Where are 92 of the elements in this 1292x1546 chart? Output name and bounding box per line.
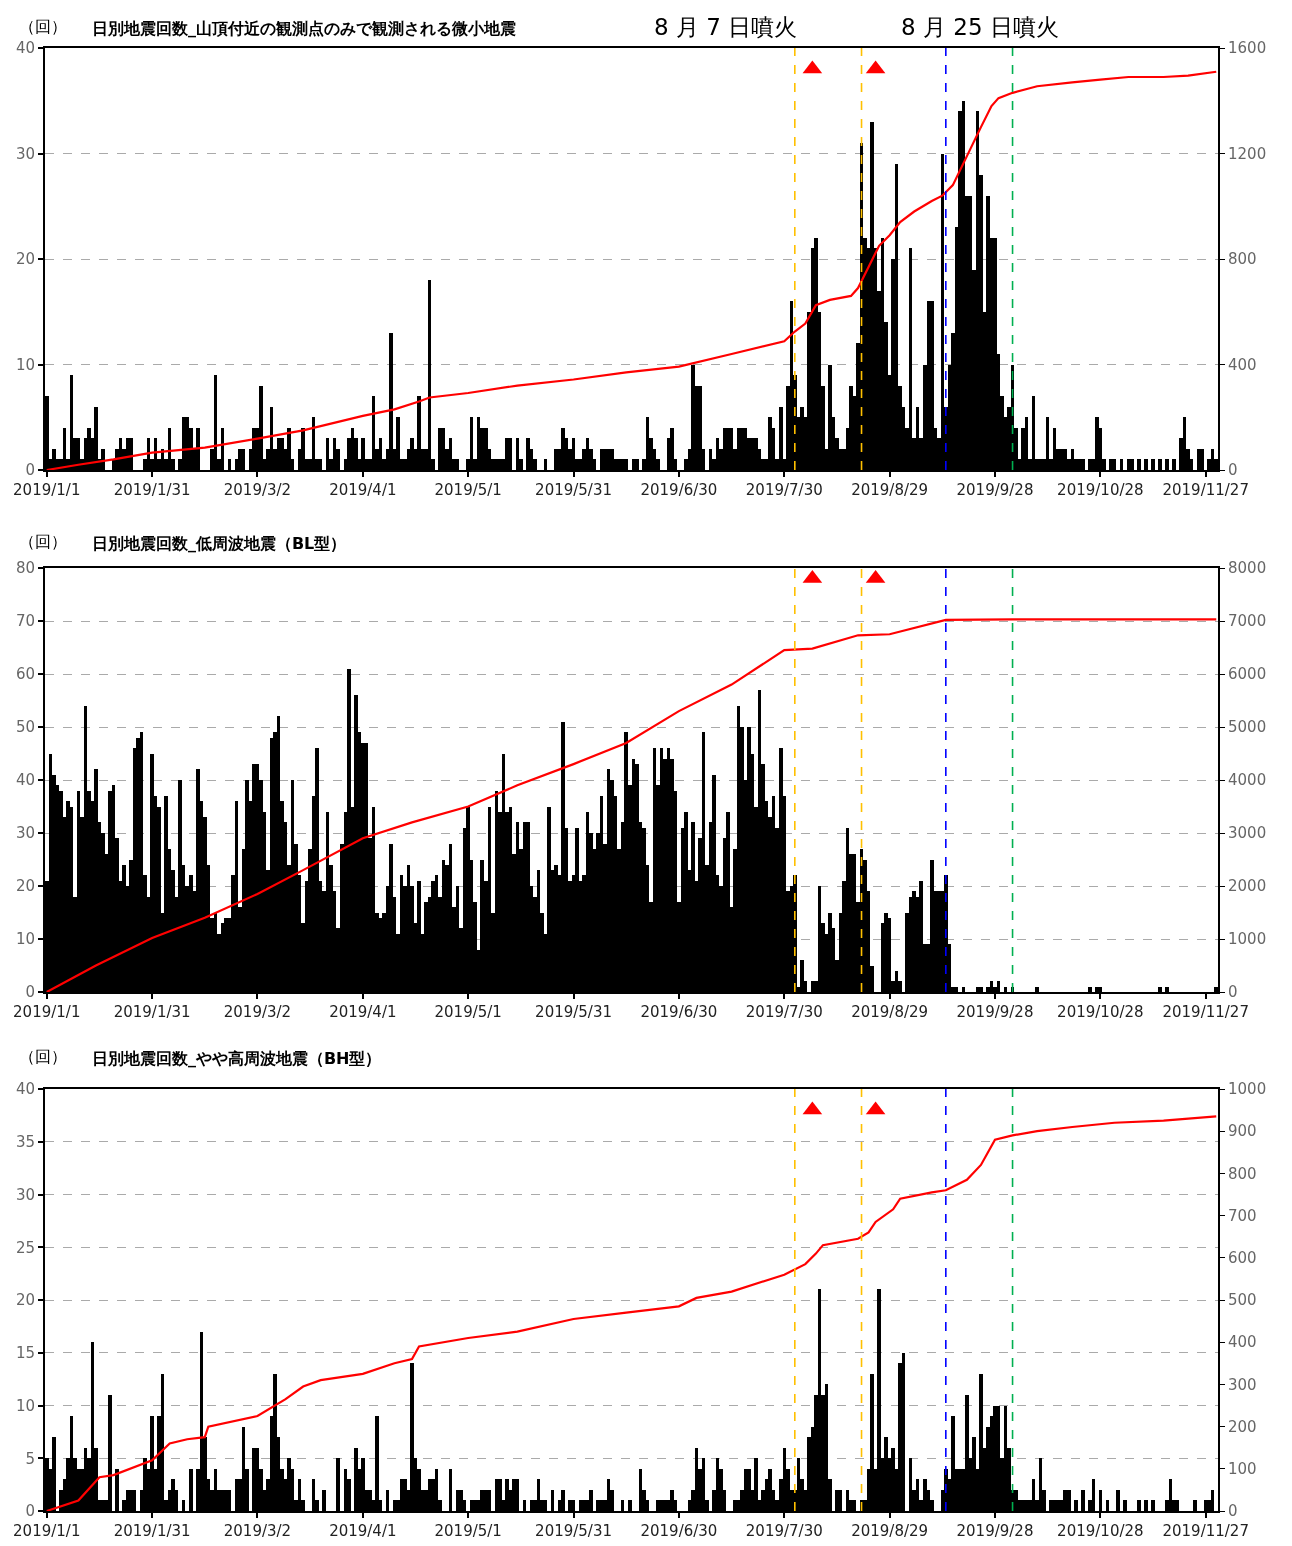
x-tick-label: 2019/5/31 xyxy=(535,481,613,499)
y-tick-label: 15 xyxy=(15,1344,35,1362)
y2-tick-label: 1200 xyxy=(1228,144,1267,163)
x-tick-label: 2019/1/1 xyxy=(13,1522,81,1540)
x-tick-label: 2019/7/30 xyxy=(745,1522,823,1540)
x-tick-label: 2019/5/31 xyxy=(535,1522,613,1540)
x-tick-label: 2019/7/30 xyxy=(745,481,823,499)
x-tick-label: 2019/8/29 xyxy=(851,1522,929,1540)
y-tick-label: 0 xyxy=(25,983,35,1002)
y-tick-label: 40 xyxy=(15,39,35,58)
y2-tick-label: 1000 xyxy=(1228,1080,1267,1099)
x-tick-label: 2019/1/31 xyxy=(113,1522,191,1540)
x-tick-label: 2019/9/28 xyxy=(956,1003,1034,1021)
x-tick-label: 2019/6/30 xyxy=(640,481,718,499)
x-tick-label: 2019/9/28 xyxy=(956,1522,1034,1540)
y2-tick-label: 500 xyxy=(1228,1291,1257,1310)
x-tick-label: 2019/3/2 xyxy=(223,1522,292,1540)
chart-title: 日別地震回数_山頂付近の観測点のみで観測される微小地震 xyxy=(91,19,516,38)
y2-tick-label: 400 xyxy=(1228,355,1257,374)
x-tick-label: 2019/5/1 xyxy=(434,1522,502,1540)
x-tick-label: 2019/6/30 xyxy=(640,1003,718,1021)
y2-tick-label: 1600 xyxy=(1228,39,1267,58)
y2-tick-label: 400 xyxy=(1228,1333,1257,1352)
x-tick-label: 2019/6/30 xyxy=(640,1522,718,1540)
x-tick-label: 2019/11/27 xyxy=(1162,1522,1249,1540)
x-tick-label: 2019/8/29 xyxy=(851,1003,929,1021)
y-tick-label: 35 xyxy=(15,1133,35,1151)
y2-tick-label: 3000 xyxy=(1228,824,1267,843)
y-tick-label: 0 xyxy=(25,461,35,480)
y-axis-title: （回） xyxy=(19,17,67,36)
x-tick-label: 2019/11/27 xyxy=(1162,1003,1249,1021)
y2-tick-label: 600 xyxy=(1228,1249,1257,1268)
y-tick-label: 5 xyxy=(25,1449,35,1468)
y-tick-label: 40 xyxy=(15,1080,35,1099)
x-tick-label: 2019/3/2 xyxy=(223,1003,292,1021)
x-tick-label: 2019/7/30 xyxy=(745,1003,823,1021)
x-tick-label: 2019/10/28 xyxy=(1057,1522,1144,1540)
y-tick-label: 60 xyxy=(15,665,35,684)
text: 8 月 25 日噴火 xyxy=(901,14,1059,40)
x-tick-label: 2019/10/28 xyxy=(1057,481,1144,499)
y-tick-label: 0 xyxy=(25,1502,35,1521)
x-tick-label: 2019/5/1 xyxy=(434,1003,502,1021)
x-tick-label: 2019/10/28 xyxy=(1057,1003,1144,1021)
y2-tick-label: 7000 xyxy=(1228,612,1267,631)
y-tick-label: 30 xyxy=(15,824,35,843)
y2-tick-label: 900 xyxy=(1228,1122,1257,1141)
y2-tick-label: 0 xyxy=(1228,983,1238,1002)
y2-tick-label: 6000 xyxy=(1228,665,1267,684)
x-tick-label: 2019/3/2 xyxy=(223,481,292,499)
y-tick-label: 25 xyxy=(15,1238,35,1257)
y-tick-label: 40 xyxy=(15,771,35,790)
y-tick-label: 30 xyxy=(15,144,35,163)
x-tick-label: 2019/1/1 xyxy=(13,1003,81,1021)
y-tick-label: 30 xyxy=(15,1185,35,1204)
y2-tick-label: 2000 xyxy=(1228,877,1267,896)
y-tick-label: 70 xyxy=(15,612,35,631)
chart-title: 日別地震回数_低周波地震（BL型） xyxy=(91,534,347,553)
x-tick-label: 2019/4/1 xyxy=(329,481,397,499)
text: 8 月 7 日噴火 xyxy=(654,14,798,40)
y-tick-label: 20 xyxy=(15,250,35,269)
y-tick-label: 10 xyxy=(15,1396,35,1415)
y-tick-label: 10 xyxy=(15,930,35,949)
y2-tick-label: 1000 xyxy=(1228,930,1267,949)
y-axis-title: （回） xyxy=(19,1047,67,1066)
y-tick-label: 50 xyxy=(15,718,35,737)
y-axis-title: （回） xyxy=(19,532,67,551)
y2-tick-label: 700 xyxy=(1228,1206,1257,1225)
y-tick-label: 20 xyxy=(15,877,35,896)
y2-tick-label: 200 xyxy=(1228,1417,1257,1436)
x-tick-label: 2019/1/31 xyxy=(113,1003,191,1021)
y2-tick-label: 5000 xyxy=(1228,718,1267,737)
y2-tick-label: 100 xyxy=(1228,1460,1257,1479)
y2-tick-label: 800 xyxy=(1228,1164,1257,1183)
y2-tick-label: 0 xyxy=(1228,1502,1238,1521)
chart-title: 日別地震回数_やや高周波地震（BH型） xyxy=(91,1049,382,1068)
x-tick-label: 2019/11/27 xyxy=(1162,481,1249,499)
y2-tick-label: 800 xyxy=(1228,250,1257,269)
y-tick-label: 20 xyxy=(15,1291,35,1310)
y2-tick-label: 0 xyxy=(1228,461,1238,480)
y2-tick-label: 8000 xyxy=(1228,559,1267,578)
y2-tick-label: 4000 xyxy=(1228,771,1267,790)
x-tick-label: 2019/9/28 xyxy=(956,481,1034,499)
x-tick-label: 2019/4/1 xyxy=(329,1522,397,1540)
x-tick-label: 2019/4/1 xyxy=(329,1003,397,1021)
y2-tick-label: 300 xyxy=(1228,1375,1257,1394)
x-tick-label: 2019/5/31 xyxy=(535,1003,613,1021)
y-tick-label: 10 xyxy=(15,355,35,374)
x-tick-label: 2019/1/31 xyxy=(113,481,191,499)
y-tick-label: 80 xyxy=(15,559,35,578)
x-tick-label: 2019/8/29 xyxy=(851,481,929,499)
x-tick-label: 2019/5/1 xyxy=(434,481,502,499)
x-tick-label: 2019/1/1 xyxy=(13,481,81,499)
